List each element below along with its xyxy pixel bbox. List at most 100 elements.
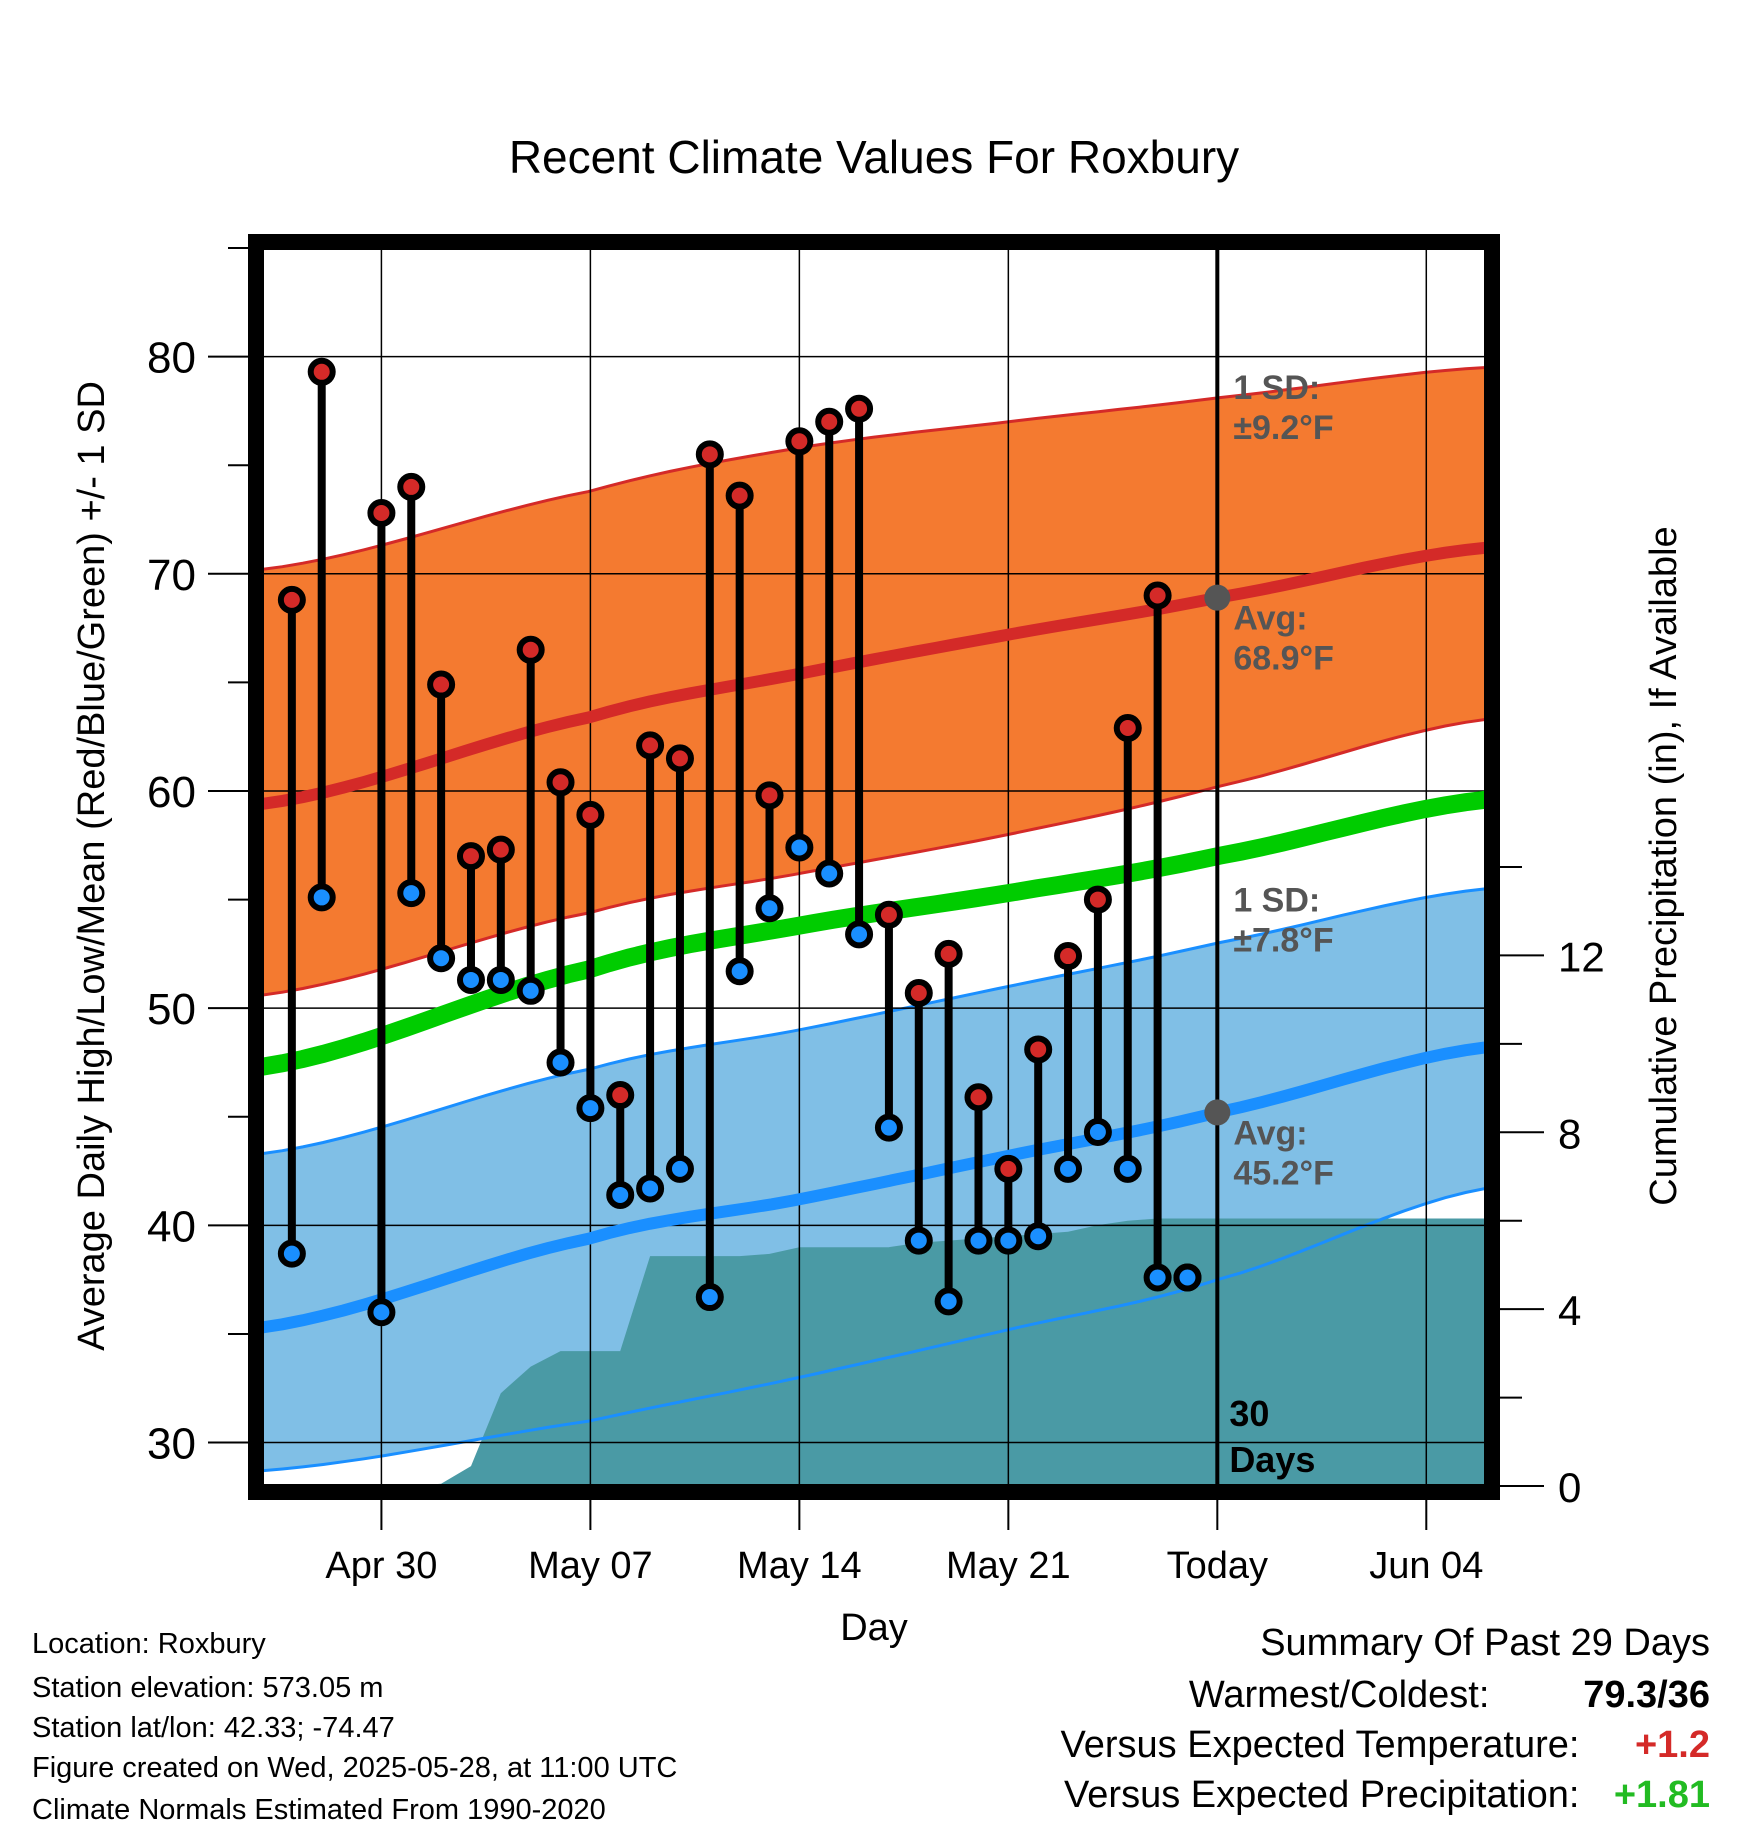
high-band-upper-edge xyxy=(262,366,1486,571)
daily-high-point xyxy=(456,842,485,871)
daily-low-point xyxy=(874,1113,903,1142)
daily-high-point xyxy=(397,472,426,501)
daily-low-point xyxy=(576,1094,605,1123)
daily-low-point xyxy=(1173,1263,1202,1292)
daily-low-point xyxy=(427,944,456,973)
low-sd-annotation-value: ±7.8°F xyxy=(1233,922,1333,960)
daily-low-point xyxy=(636,1174,665,1203)
daily-high-point xyxy=(576,800,605,829)
daily-high-point xyxy=(606,1081,635,1110)
daily-low-point xyxy=(277,1239,306,1268)
low-band-lower-edge xyxy=(262,1186,1486,1473)
high-sd-band xyxy=(262,367,1486,996)
daily-low-point xyxy=(1054,1154,1083,1183)
daily-low-point xyxy=(845,920,874,949)
today-high-normal-marker xyxy=(1204,584,1231,611)
warmest-coldest-label: Warmest/Coldest: xyxy=(1188,1674,1490,1716)
daily-low-point xyxy=(456,965,485,994)
daily-high-point xyxy=(785,427,814,456)
daily-low-point xyxy=(695,1283,724,1312)
high-sd-annotation-title: 1 SD: xyxy=(1233,369,1320,407)
x-tick-label: Apr 30 xyxy=(325,1545,437,1587)
x-axis-label: Day xyxy=(840,1607,908,1649)
daily-high-point xyxy=(1083,885,1112,914)
high-sd-annotation-value: ±9.2°F xyxy=(1233,409,1333,447)
y-tick-label: 50 xyxy=(147,985,196,1034)
daily-low-point xyxy=(934,1287,963,1316)
daily-low-point xyxy=(994,1226,1023,1255)
daily-high-point xyxy=(904,978,933,1007)
x-tick-label: May 14 xyxy=(737,1545,862,1587)
daily-low-point xyxy=(665,1154,694,1183)
today-days-number: 30 xyxy=(1229,1393,1269,1434)
summary-temperature: Versus Expected Temperature: +1.2 xyxy=(1061,1724,1710,1767)
low-avg-annotation-value: 45.2°F xyxy=(1233,1154,1334,1192)
daily-low-point xyxy=(785,833,814,862)
low-normal-line xyxy=(262,1041,1486,1334)
daily-high-point xyxy=(486,835,515,864)
daily-low-point xyxy=(486,965,515,994)
daily-high-point xyxy=(695,440,724,469)
y2-tick-label: 8 xyxy=(1558,1110,1581,1157)
temperature-label: Versus Expected Temperature: xyxy=(1060,1724,1580,1766)
daily-high-point xyxy=(874,900,903,929)
daily-high-point xyxy=(755,781,784,810)
daily-low-point xyxy=(546,1048,575,1077)
latlon-text: Station lat/lon: 42.33; -74.47 xyxy=(32,1712,395,1744)
daily-high-point xyxy=(516,635,545,664)
summary-title: Summary Of Past 29 Days xyxy=(1260,1622,1710,1664)
y2-tick-label: 0 xyxy=(1558,1464,1581,1511)
daily-high-point xyxy=(1024,1035,1053,1064)
summary-warmest-coldest: Warmest/Coldest: 79.3/36 xyxy=(1189,1674,1710,1717)
daily-high-point xyxy=(277,585,306,614)
y2-tick-label: 12 xyxy=(1558,933,1605,980)
daily-high-point xyxy=(1054,942,1083,971)
plot-content xyxy=(262,248,1486,1486)
daily-high-point xyxy=(994,1154,1023,1183)
daily-low-point xyxy=(755,894,784,923)
daily-high-point xyxy=(307,357,336,386)
y2-axis-label: Cumulative Precipitation (in), If Availa… xyxy=(1643,526,1685,1205)
low-band-upper-edge xyxy=(262,887,1486,1156)
y-axis-label: Average Daily High/Low/Mean (Red/Blue/Gr… xyxy=(71,381,113,1351)
daily-high-point xyxy=(815,407,844,436)
precipitation-label: Versus Expected Precipitation: xyxy=(1064,1774,1580,1816)
daily-low-point xyxy=(1113,1154,1142,1183)
daily-high-point xyxy=(1113,713,1142,742)
y-tick-label: 40 xyxy=(147,1202,196,1251)
warmest-coldest-value: 79.3/36 xyxy=(1583,1674,1710,1716)
today-days-label: Days xyxy=(1229,1439,1315,1480)
created-text: Figure created on Wed, 2025-05-28, at 11… xyxy=(32,1752,678,1784)
daily-high-point xyxy=(636,731,665,760)
daily-low-point xyxy=(1083,1117,1112,1146)
low-avg-annotation-title: Avg: xyxy=(1233,1114,1307,1152)
high-avg-annotation-title: Avg: xyxy=(1233,600,1307,638)
today-low-normal-marker xyxy=(1204,1099,1231,1126)
chart-title: Recent Climate Values For Roxbury xyxy=(509,131,1239,183)
daily-high-point xyxy=(725,481,754,510)
daily-high-point xyxy=(665,744,694,773)
x-tick-label: May 07 xyxy=(528,1545,653,1587)
normals-text: Climate Normals Estimated From 1990-2020 xyxy=(32,1794,606,1826)
y2-tick-label: 4 xyxy=(1558,1287,1581,1334)
daily-low-point xyxy=(397,879,426,908)
x-tick-label: Today xyxy=(1167,1545,1268,1587)
daily-low-point xyxy=(725,957,754,986)
daily-high-point xyxy=(964,1083,993,1112)
x-tick-label: May 21 xyxy=(946,1545,1071,1587)
high-band-lower-edge xyxy=(262,717,1486,997)
x-tick-label: Jun 04 xyxy=(1369,1545,1483,1587)
daily-high-point xyxy=(934,939,963,968)
daily-high-point xyxy=(367,498,396,527)
daily-low-point xyxy=(964,1226,993,1255)
summary-precipitation: Versus Expected Precipitation: +1.81 xyxy=(1064,1774,1710,1817)
low-sd-annotation-title: 1 SD: xyxy=(1233,882,1320,920)
daily-low-point xyxy=(815,859,844,888)
y-tick-label: 60 xyxy=(147,768,196,817)
daily-high-point xyxy=(1143,581,1172,610)
mean-normal-line xyxy=(262,790,1486,1076)
location-text: Location: Roxbury xyxy=(32,1628,266,1660)
daily-high-point xyxy=(427,670,456,699)
